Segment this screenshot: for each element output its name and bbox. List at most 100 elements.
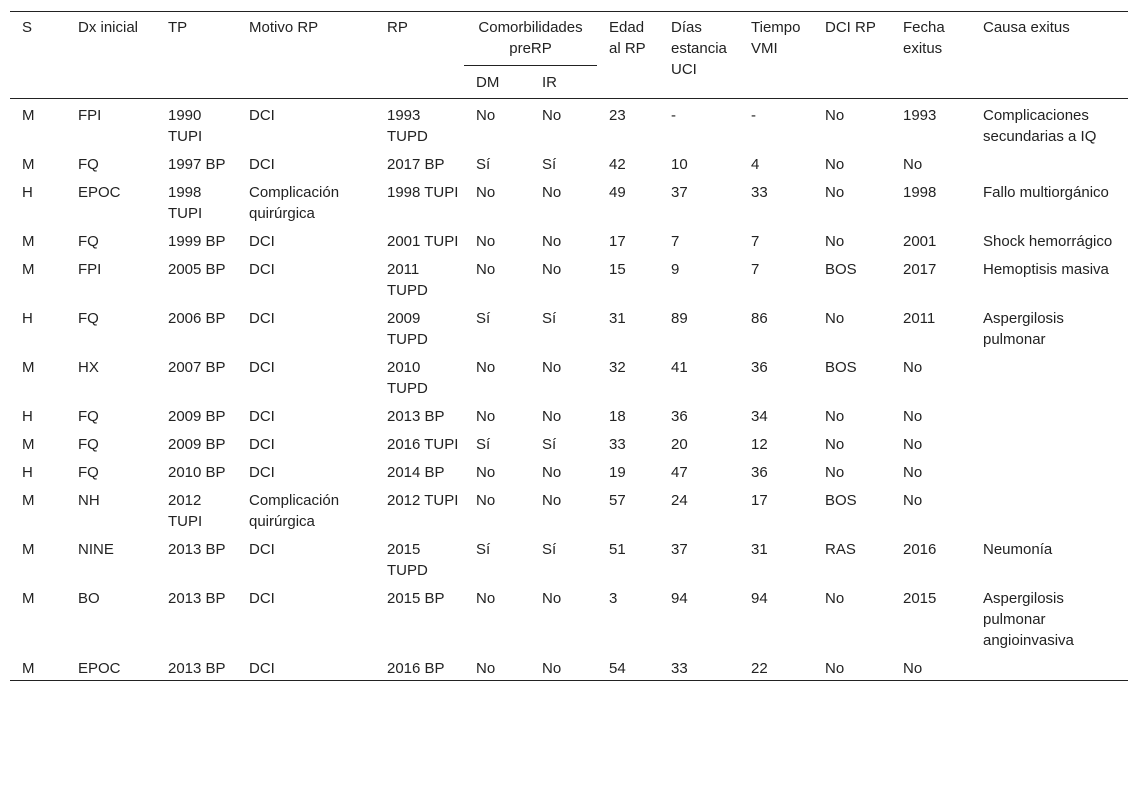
table-cell: 42 [609, 156, 626, 173]
column-header: Causa exitus [983, 19, 1070, 36]
table-cell: No [476, 359, 496, 376]
table-cell: M [22, 359, 35, 376]
table-cell: DCI [249, 436, 275, 453]
table-cell: 4 [751, 156, 760, 173]
table-cell: FPI [78, 261, 102, 278]
table-cell: 20 [671, 436, 688, 453]
table-cell: FQ [78, 156, 99, 173]
table-cell: No [903, 359, 923, 376]
table-cell: Complicaciones secundarias a IQ [983, 107, 1097, 145]
table-cell: No [542, 359, 562, 376]
table-cell: M [22, 156, 35, 173]
table-cell: H [22, 310, 33, 327]
table-cell: No [542, 107, 562, 124]
table-cell: 2016 [903, 541, 937, 558]
table-cell: 41 [671, 359, 688, 376]
table-cell: No [476, 464, 496, 481]
table-cell: 7 [671, 233, 680, 250]
table-cell: Sí [542, 310, 557, 327]
table-cell: Sí [476, 436, 491, 453]
table-cell: 47 [671, 464, 688, 481]
table-cell: 2013 BP [168, 541, 226, 558]
table-row: H FQ 2006 BP DCI 2009 TUPD Sí Sí 31 89 86 No 2011 As… [10, 302, 1128, 351]
table-cell: 2015 BP [387, 590, 445, 607]
column-header: TP [168, 19, 188, 36]
table-cell: FPI [78, 107, 102, 124]
table-cell: 17 [751, 492, 768, 509]
table-cell: No [542, 464, 562, 481]
table-cell: 7 [751, 261, 760, 278]
table-cell: No [476, 408, 496, 425]
table-cell: M [22, 541, 35, 558]
table-cell [971, 652, 1128, 681]
table-cell: No [476, 492, 496, 509]
table-cell: 2009 TUPD [387, 310, 428, 348]
table-cell: 86 [751, 310, 768, 327]
table-cell: Complicación quirúrgica [249, 492, 340, 530]
column-header: Días estancia UCI [671, 19, 727, 78]
table-cell: 2016 BP [387, 660, 445, 677]
table-cell: 18 [609, 408, 626, 425]
table-cell: 2012 TUPI [387, 492, 459, 509]
table-cell: 1993 TUPD [387, 107, 428, 145]
table-cell: 24 [671, 492, 688, 509]
table-cell: No [825, 660, 845, 677]
table-cell: No [476, 590, 496, 607]
table-cell: No [825, 156, 845, 173]
table-cell: 33 [671, 660, 688, 677]
table-cell: H [22, 464, 33, 481]
table-cell: No [903, 660, 923, 677]
table-cell: M [22, 660, 35, 677]
table-cell: 94 [751, 590, 768, 607]
table-cell: No [825, 590, 845, 607]
table-cell: No [542, 184, 562, 201]
table-cell: DCI [249, 541, 275, 558]
table-cell: 36 [751, 464, 768, 481]
table-cell: FQ [78, 408, 99, 425]
table-cell: NINE [78, 541, 114, 558]
table-cell: DCI [249, 464, 275, 481]
table-cell: No [825, 408, 845, 425]
table-cell: 2010 TUPD [387, 359, 428, 397]
table-cell: 2001 TUPI [387, 233, 459, 250]
table-cell: 49 [609, 184, 626, 201]
table-cell: 2012 TUPI [168, 492, 203, 530]
table-cell: No [542, 408, 562, 425]
table-cell: No [476, 107, 496, 124]
table-cell [971, 456, 1128, 484]
table-cell: FQ [78, 436, 99, 453]
group-header: Comorbilidades preRP [464, 11, 597, 66]
table-cell: 31 [751, 541, 768, 558]
table-cell: FQ [78, 233, 99, 250]
table-cell: BOS [825, 359, 857, 376]
table-cell: BOS [825, 492, 857, 509]
table-cell: 1998 TUPI [387, 184, 459, 201]
table-cell: No [476, 184, 496, 201]
data-table: S Dx inicial TP Motivo RP RP Comorbilidades p… [10, 11, 1128, 681]
table-cell: No [542, 660, 562, 677]
table-body: M FPI 1990 TUPI DCI 1993 TUPD No No 23- - No 1993 C… [10, 99, 1128, 681]
table-cell: No [542, 492, 562, 509]
table-cell: 33 [751, 184, 768, 201]
table-cell: 34 [751, 408, 768, 425]
table-cell: H [22, 408, 33, 425]
table-cell: FQ [78, 310, 99, 327]
table-cell: No [542, 233, 562, 250]
table-cell: 2017 BP [387, 156, 445, 173]
table-row: M BO 2013 BP DCI 2015 BP No No 3 94 94 No 2015 Asper… [10, 582, 1128, 652]
table-cell [971, 484, 1128, 533]
table-cell: - [671, 107, 676, 124]
table-cell: DCI [249, 233, 275, 250]
table-cell: No [903, 464, 923, 481]
table-cell: 36 [751, 359, 768, 376]
subcolumn-header: IR [542, 74, 557, 91]
table-cell: 2016 TUPI [387, 436, 459, 453]
table-cell: M [22, 590, 35, 607]
column-header: RP [387, 19, 408, 36]
table-cell: No [825, 184, 845, 201]
table-cell: 12 [751, 436, 768, 453]
table-cell: DCI [249, 408, 275, 425]
table-cell: BOS [825, 261, 857, 278]
table-cell: Complicación quirúrgica [249, 184, 340, 222]
table-cell: No [476, 233, 496, 250]
